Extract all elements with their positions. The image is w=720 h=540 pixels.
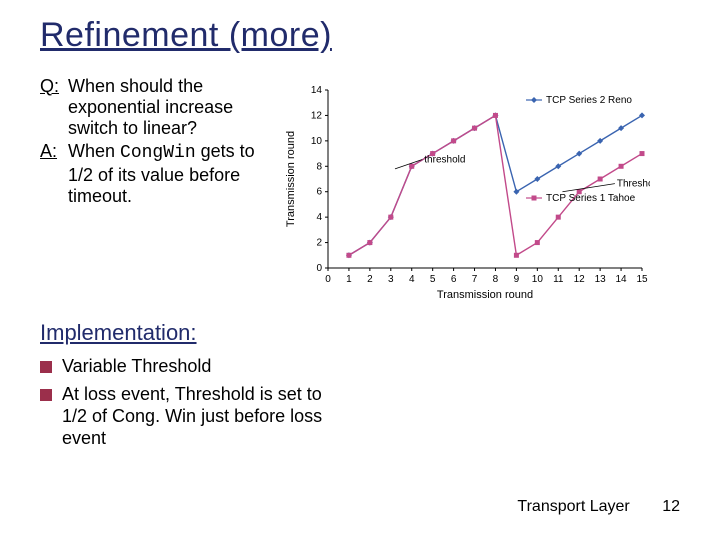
svg-text:Threshold: Threshold (617, 178, 650, 189)
bullet-text: At loss event, Threshold is set to 1/2 o… (62, 384, 340, 450)
svg-text:14: 14 (616, 274, 628, 285)
body-row: Q: When should the exponential increase … (40, 76, 680, 302)
svg-text:TCP Series 1 Tahoe: TCP Series 1 Tahoe (546, 193, 636, 204)
q-label: Q: (40, 76, 68, 140)
svg-text:8: 8 (493, 274, 499, 285)
svg-text:15: 15 (636, 274, 648, 285)
svg-text:Transmission round: Transmission round (437, 289, 533, 301)
slide-title: Refinement (more) (40, 18, 680, 54)
footer: Transport Layer 12 (517, 498, 680, 516)
svg-text:11: 11 (553, 274, 564, 285)
chart: 024681012140123456789101112131415Transmi… (280, 82, 650, 302)
list-item: Variable Threshold (40, 356, 340, 378)
svg-text:4: 4 (316, 212, 322, 223)
svg-text:8: 8 (316, 161, 322, 172)
svg-text:0: 0 (325, 274, 331, 285)
chart-svg: 024681012140123456789101112131415Transmi… (280, 82, 650, 302)
svg-text:10: 10 (311, 136, 323, 147)
footer-text: Transport Layer (517, 498, 629, 515)
a-label: A: (40, 141, 68, 207)
question: Q: When should the exponential increase … (40, 76, 270, 140)
a-text-1: When (68, 141, 120, 161)
svg-text:5: 5 (430, 274, 436, 285)
svg-text:12: 12 (311, 110, 323, 121)
svg-text:2: 2 (367, 274, 373, 285)
svg-text:9: 9 (514, 274, 520, 285)
slide: Refinement (more) Q: When should the exp… (0, 0, 720, 540)
svg-text:6: 6 (316, 186, 322, 197)
svg-text:7: 7 (472, 274, 478, 285)
bullet-marker-icon (40, 389, 52, 401)
svg-text:12: 12 (574, 274, 586, 285)
qa-block: Q: When should the exponential increase … (40, 76, 270, 209)
svg-text:TCP Series 2 Reno: TCP Series 2 Reno (546, 95, 632, 106)
answer: A: When CongWin gets to 1/2 of its value… (40, 141, 270, 207)
page-number: 12 (662, 498, 680, 515)
bullet-list: Variable Threshold At loss event, Thresh… (40, 356, 340, 450)
svg-text:13: 13 (595, 274, 607, 285)
svg-text:3: 3 (388, 274, 394, 285)
svg-text:0: 0 (316, 263, 322, 274)
svg-text:4: 4 (409, 274, 415, 285)
svg-text:1: 1 (346, 274, 352, 285)
a-code: CongWin (120, 143, 196, 163)
a-text: When CongWin gets to 1/2 of its value be… (68, 141, 270, 207)
svg-text:6: 6 (451, 274, 457, 285)
list-item: At loss event, Threshold is set to 1/2 o… (40, 384, 340, 450)
bullet-marker-icon (40, 361, 52, 373)
svg-text:Transmission round: Transmission round (285, 131, 297, 227)
svg-text:2: 2 (316, 237, 322, 248)
implementation-heading: Implementation: (40, 320, 680, 346)
q-text: When should the exponential increase swi… (68, 76, 270, 140)
svg-text:threshold: threshold (424, 154, 465, 165)
bullet-text: Variable Threshold (62, 356, 340, 378)
svg-text:14: 14 (311, 85, 323, 96)
svg-text:10: 10 (532, 274, 544, 285)
